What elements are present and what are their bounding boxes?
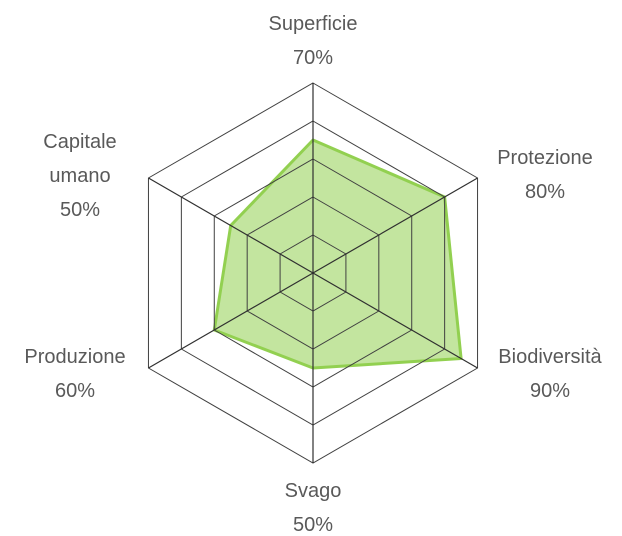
category-label: Biodiversità xyxy=(498,346,602,368)
category-label: Protezione xyxy=(497,147,593,169)
axis-label: Capitale umano 50% xyxy=(25,125,135,227)
axis-label: Svago 50% xyxy=(285,474,342,536)
category-label: Superficie xyxy=(268,13,358,35)
axis-label: Produzione 60% xyxy=(24,340,125,408)
spoke xyxy=(312,272,478,369)
radar-area xyxy=(212,138,463,370)
category-label: Capitale umano xyxy=(43,131,117,187)
value-label: 60% xyxy=(54,380,96,402)
category-label: Produzione xyxy=(24,346,126,368)
axis-label: Protezione 80% xyxy=(497,141,593,209)
value-label: 90% xyxy=(529,380,571,402)
axis-label: Biodiversità 90% xyxy=(498,340,601,408)
value-label: 70% xyxy=(292,47,334,69)
spoke xyxy=(148,177,314,274)
category-label: Svago xyxy=(284,480,342,502)
axis-label: Superficie 70% xyxy=(269,7,358,75)
spoke xyxy=(312,177,478,274)
spoke xyxy=(148,272,314,369)
value-label: 50% xyxy=(292,514,334,536)
value-label: 50% xyxy=(59,199,101,221)
value-label: 80% xyxy=(524,181,566,203)
